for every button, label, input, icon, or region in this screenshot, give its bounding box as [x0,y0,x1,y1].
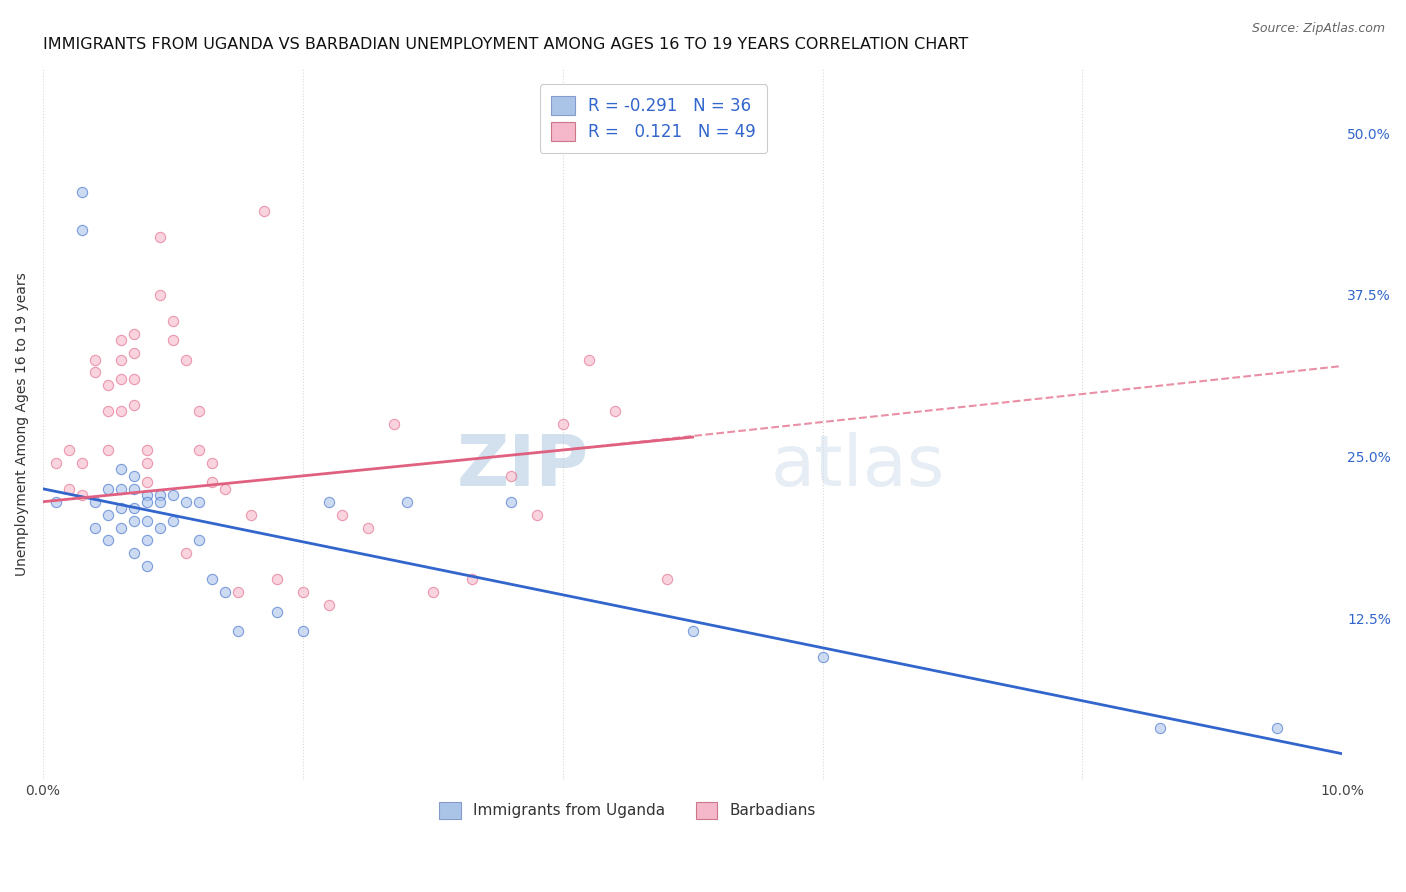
Point [122,346,145,360]
Point [214,482,236,496]
Point [110,352,132,367]
Point [382,417,405,432]
Point [70,488,93,502]
Point [603,404,626,418]
Point [110,462,132,476]
Point [135,456,157,470]
Point [357,520,380,534]
Point [97,533,120,548]
Y-axis label: Unemployment Among Ages 16 to 19 years: Unemployment Among Ages 16 to 19 years [15,272,30,576]
Point [97,443,120,458]
Point [122,468,145,483]
Point [58,482,80,496]
Point [122,501,145,516]
Point [110,333,132,347]
Point [135,533,157,548]
Point [122,514,145,528]
Text: atlas: atlas [770,433,945,501]
Point [578,352,600,367]
Point [135,514,157,528]
Point [83,366,105,380]
Point [97,378,120,392]
Point [1265,721,1288,735]
Legend: Immigrants from Uganda, Barbadians: Immigrants from Uganda, Barbadians [433,796,823,825]
Point [226,585,249,599]
Point [97,482,120,496]
Point [83,494,105,508]
Point [83,520,105,534]
Point [70,223,93,237]
Text: Source: ZipAtlas.com: Source: ZipAtlas.com [1251,22,1385,36]
Point [174,546,197,560]
Point [318,598,340,612]
Point [682,624,704,638]
Point [162,488,184,502]
Point [499,468,522,483]
Point [201,572,224,586]
Point [460,572,482,586]
Point [201,475,224,490]
Text: ZIP: ZIP [457,433,589,501]
Point [811,649,834,664]
Point [395,494,418,508]
Point [135,559,157,574]
Point [187,443,209,458]
Point [70,456,93,470]
Point [655,572,678,586]
Point [122,482,145,496]
Point [135,475,157,490]
Point [110,501,132,516]
Point [135,494,157,508]
Point [291,585,314,599]
Point [110,372,132,386]
Text: IMMIGRANTS FROM UGANDA VS BARBADIAN UNEMPLOYMENT AMONG AGES 16 TO 19 YEARS CORRE: IMMIGRANTS FROM UGANDA VS BARBADIAN UNEM… [44,37,969,53]
Point [97,404,120,418]
Point [187,404,209,418]
Point [226,624,249,638]
Point [499,494,522,508]
Point [83,352,105,367]
Point [174,352,197,367]
Point [162,333,184,347]
Point [526,508,548,522]
Point [239,508,262,522]
Point [214,585,236,599]
Point [291,624,314,638]
Point [149,488,172,502]
Point [330,508,353,522]
Point [187,494,209,508]
Point [122,546,145,560]
Point [110,520,132,534]
Point [135,443,157,458]
Point [122,398,145,412]
Point [162,514,184,528]
Point [149,494,172,508]
Point [266,605,288,619]
Point [253,203,276,218]
Point [58,443,80,458]
Point [149,229,172,244]
Point [201,456,224,470]
Point [551,417,574,432]
Point [174,494,197,508]
Point [149,520,172,534]
Point [149,288,172,302]
Point [70,185,93,199]
Point [97,508,120,522]
Point [110,404,132,418]
Point [110,482,132,496]
Point [187,533,209,548]
Point [122,372,145,386]
Point [162,314,184,328]
Point [135,488,157,502]
Point [122,326,145,341]
Point [422,585,444,599]
Point [45,494,67,508]
Point [45,456,67,470]
Point [266,572,288,586]
Point [1149,721,1171,735]
Point [318,494,340,508]
